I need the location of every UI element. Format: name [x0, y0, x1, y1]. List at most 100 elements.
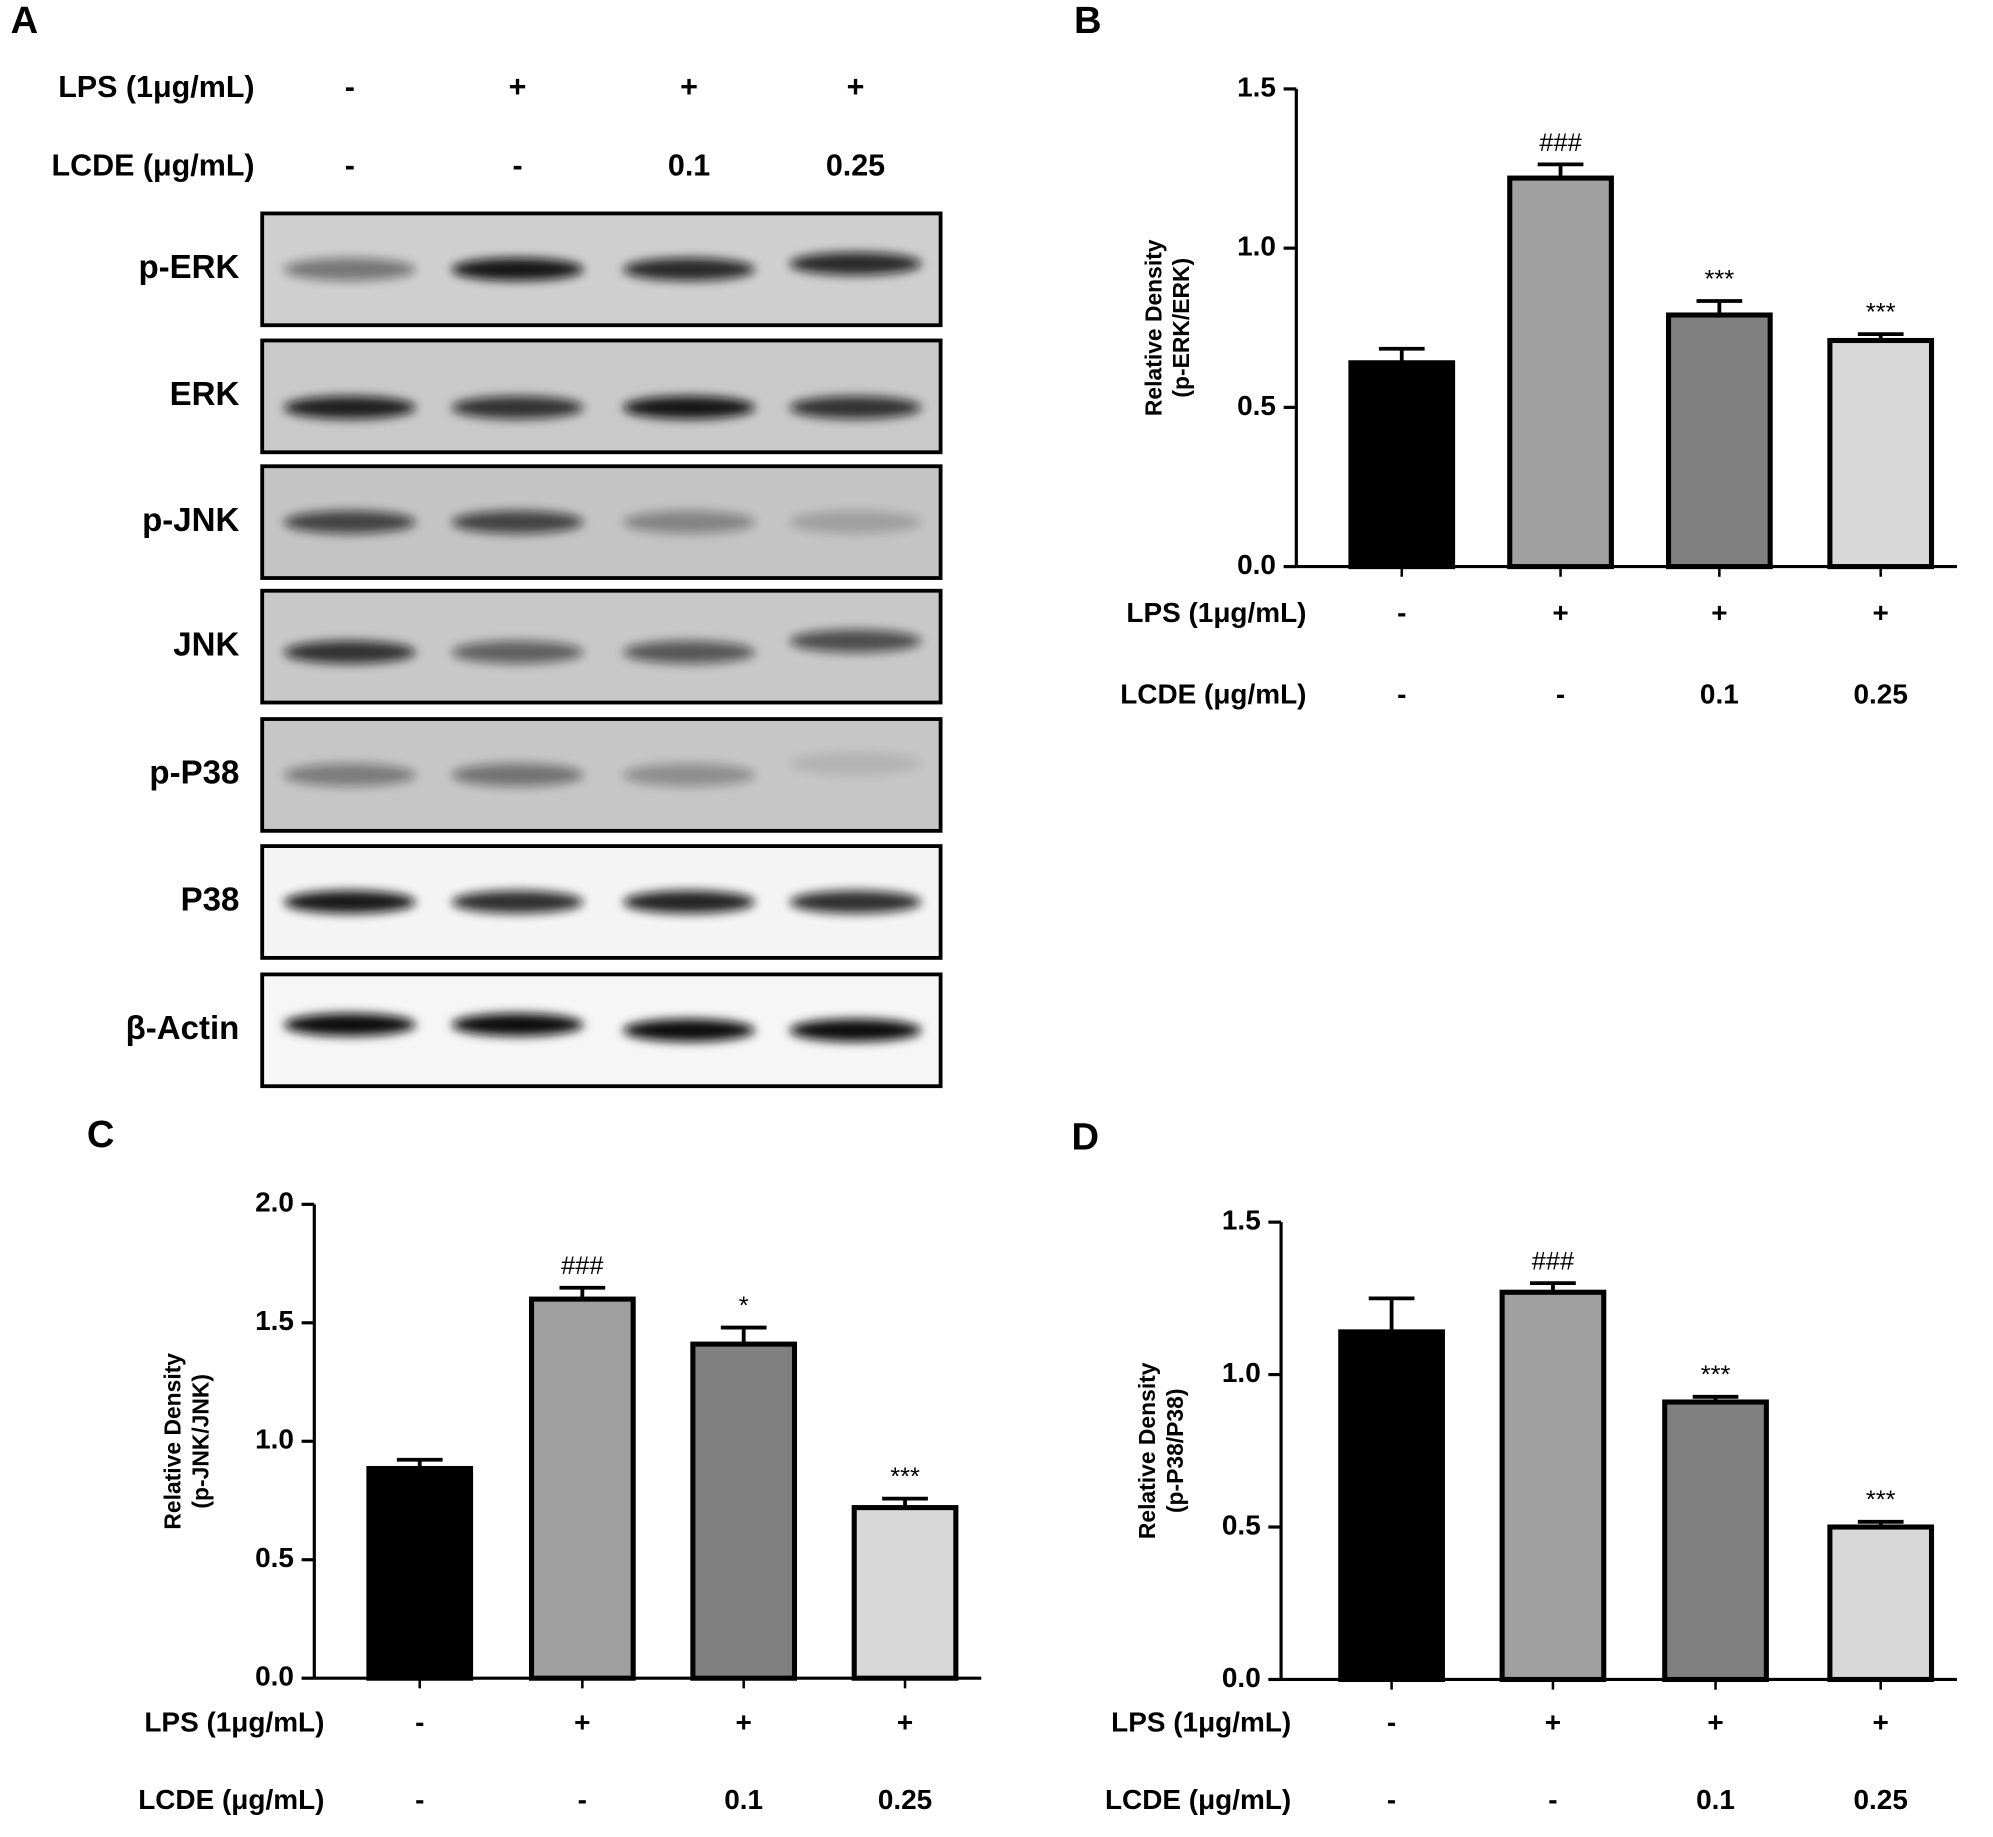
blot-band	[283, 763, 416, 787]
bar	[1827, 1524, 1935, 1683]
condition-value: +	[1873, 1706, 1889, 1737]
blot-band	[283, 1013, 416, 1037]
y-tick-label: 1.5	[1222, 1205, 1261, 1236]
significance-label: ***	[1866, 1486, 1896, 1514]
y-tick-label: 1.0	[1222, 1357, 1261, 1388]
condition-value: -	[345, 149, 355, 183]
panel-label: D	[1071, 1117, 1099, 1159]
blot-box	[260, 338, 943, 455]
blot-band	[789, 890, 922, 914]
bar	[1499, 1289, 1607, 1683]
blot-row-label: JNK	[173, 625, 239, 662]
y-tick-label: 1.0	[1237, 231, 1276, 262]
bar	[851, 1505, 959, 1681]
significance-label: ###	[561, 1252, 603, 1280]
bar	[366, 1465, 474, 1681]
y-tick-label: 0.5	[255, 1542, 294, 1573]
significance-label: ***	[890, 1463, 920, 1491]
bar	[1666, 312, 1773, 570]
condition-value: +	[1711, 597, 1727, 628]
blot-row-label: ERK	[170, 375, 240, 412]
condition-label: LCDE (μg/mL)	[138, 1784, 324, 1815]
significance-label: *	[739, 1292, 749, 1320]
blot-band	[623, 640, 756, 664]
condition-value: -	[415, 1706, 424, 1737]
y-axis-label-line: Relative Density	[1140, 239, 1166, 416]
condition-value: +	[1707, 1706, 1723, 1737]
blot-row-label: p-P38	[149, 754, 239, 791]
blot-band	[283, 396, 416, 419]
panel-label: A	[11, 0, 39, 42]
condition-value: +	[509, 70, 527, 104]
blot-band	[623, 1018, 756, 1042]
condition-value: -	[1387, 1706, 1396, 1737]
condition-value: 0.1	[1696, 1784, 1735, 1815]
blot-band	[789, 252, 922, 276]
condition-label: LPS (1μg/mL)	[1111, 1706, 1291, 1737]
bar	[1348, 360, 1456, 570]
condition-value: +	[1552, 597, 1568, 628]
bar	[690, 1341, 798, 1681]
y-axis-label: Relative Density (p-JNK/JNK)	[160, 1353, 214, 1530]
y-tick-label: 0.5	[1222, 1509, 1261, 1540]
blot-row-label: P38	[181, 881, 240, 918]
blot-band	[451, 763, 584, 787]
panel-label: B	[1074, 0, 1102, 42]
blot-row-label: p-JNK	[142, 501, 239, 538]
condition-label: LCDE (μg/mL)	[1105, 1784, 1291, 1815]
blot-band	[789, 396, 922, 419]
blot-band	[283, 640, 416, 664]
blot-band	[451, 1013, 584, 1037]
condition-value: -	[1556, 679, 1565, 710]
y-tick-label: 1.5	[255, 1305, 294, 1336]
condition-value: +	[1545, 1706, 1561, 1737]
y-tick-label: 2.0	[255, 1187, 294, 1218]
y-axis-label-line: (p-ERK/ERK)	[1168, 258, 1194, 398]
y-tick-label: 1.0	[255, 1424, 294, 1455]
condition-value: 0.1	[1700, 679, 1739, 710]
condition-value: 0.25	[826, 149, 885, 183]
blot-band	[451, 640, 584, 664]
bar	[1827, 337, 1935, 570]
condition-value: +	[574, 1706, 590, 1737]
blot-row-label: β-Actin	[126, 1009, 240, 1046]
blot-band	[451, 510, 584, 534]
significance-label: ***	[1701, 1361, 1731, 1389]
y-tick-label: 0.5	[1237, 390, 1276, 421]
condition-value: -	[512, 149, 522, 183]
panel-label: C	[87, 1114, 115, 1156]
condition-value: +	[897, 1706, 913, 1737]
y-axis-label-line: Relative Density	[160, 1353, 186, 1530]
blot-band	[789, 1018, 922, 1042]
significance-label: ***	[1705, 265, 1735, 293]
condition-label: LCDE (μg/mL)	[1120, 679, 1306, 710]
bar	[1662, 1399, 1769, 1683]
blot-band	[451, 396, 584, 419]
condition-value: -	[345, 70, 355, 104]
significance-label: ###	[1532, 1247, 1574, 1275]
condition-value: +	[680, 70, 698, 104]
condition-value: -	[578, 1784, 587, 1815]
condition-value: -	[1397, 679, 1406, 710]
y-tick-label: 0.0	[1237, 549, 1276, 580]
blot-band	[623, 510, 756, 534]
condition-value: -	[415, 1784, 424, 1815]
y-tick-label: 0.0	[255, 1661, 294, 1692]
y-axis-label-line: (p-JNK/JNK)	[188, 1374, 214, 1509]
y-axis-label: Relative Density (p-P38/P38)	[1134, 1362, 1188, 1539]
bar	[1507, 175, 1614, 570]
y-tick-label: 0.0	[1222, 1662, 1261, 1693]
blot-band	[283, 257, 416, 281]
condition-value: -	[1387, 1784, 1396, 1815]
condition-value: +	[847, 70, 865, 104]
blot-band	[623, 257, 756, 281]
blot-band	[623, 396, 756, 419]
significance-label: ###	[1539, 129, 1581, 157]
blot-band	[789, 752, 922, 776]
condition-label: LPS (1μg/mL)	[144, 1706, 324, 1737]
bar	[1338, 1329, 1445, 1683]
blot-band	[789, 629, 922, 653]
blot-band	[623, 890, 756, 914]
